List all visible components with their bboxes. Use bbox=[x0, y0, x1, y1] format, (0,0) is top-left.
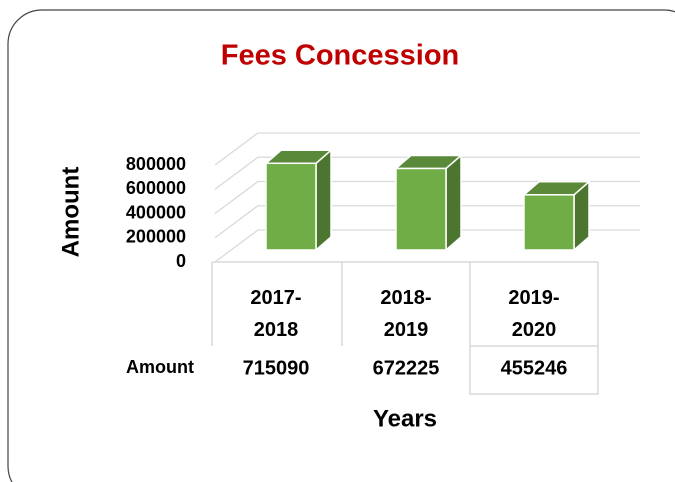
x-tick-label: 2018-2019 bbox=[380, 287, 432, 341]
x-axis-label: Years bbox=[373, 405, 437, 432]
table-value: 715090 bbox=[243, 357, 310, 379]
table-cell bbox=[469, 345, 599, 395]
bar-front bbox=[265, 162, 317, 251]
grid-line bbox=[214, 156, 640, 190]
bar-front bbox=[395, 167, 447, 251]
table-value: 455246 bbox=[501, 357, 568, 379]
bar-side bbox=[445, 153, 462, 252]
y-tick-label: 800000 bbox=[126, 154, 186, 174]
bar bbox=[521, 180, 592, 252]
grid-line bbox=[214, 180, 640, 215]
table-value: 672225 bbox=[373, 357, 440, 379]
grid-line bbox=[214, 229, 640, 263]
grid-line bbox=[214, 132, 640, 166]
bar-side bbox=[315, 148, 332, 252]
y-tick-label: 400000 bbox=[126, 202, 186, 222]
y-axis-label: Amount bbox=[57, 167, 84, 258]
table-row-label: Amount bbox=[126, 357, 194, 377]
bar bbox=[393, 153, 464, 252]
x-tick-label: 2017-2018 bbox=[250, 287, 302, 341]
y-tick-label: 200000 bbox=[126, 227, 186, 247]
y-tick-label: 0 bbox=[176, 251, 186, 271]
grid-line bbox=[214, 205, 640, 239]
bar bbox=[263, 148, 334, 252]
bar-front bbox=[523, 194, 575, 251]
x-tick-label: 2019-2020 bbox=[508, 287, 560, 341]
chart-title: Fees Concession bbox=[221, 40, 460, 72]
y-tick-label: 600000 bbox=[126, 178, 186, 198]
frame bbox=[7, 9, 675, 482]
